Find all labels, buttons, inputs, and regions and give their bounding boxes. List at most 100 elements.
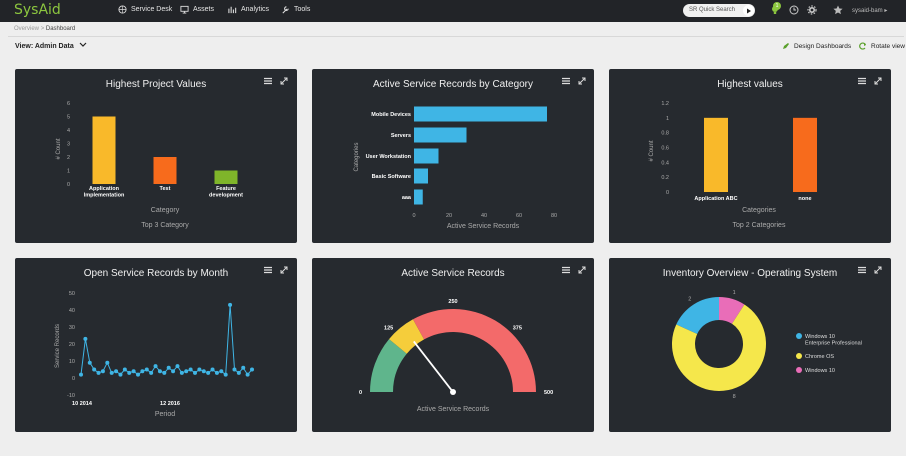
data-point — [241, 365, 246, 370]
nav-assets[interactable]: Assets — [180, 5, 214, 14]
menu-icon[interactable] — [264, 266, 272, 274]
y-tick-label: 1 — [67, 169, 70, 175]
y-tick-label: Mobile Devices — [371, 112, 411, 118]
expand-icon[interactable] — [578, 266, 586, 274]
y-tick-label: 6 — [67, 101, 70, 107]
nav-tools[interactable]: Tools — [281, 5, 310, 14]
y-axis-label: Categories — [354, 142, 360, 171]
y-tick-label: 0 — [72, 376, 75, 382]
data-point — [118, 372, 123, 377]
active-by-category-hbar-chart: Categories Active Service Records Mobile… — [354, 106, 557, 230]
data-point — [153, 364, 158, 369]
y-tick-label: 0 — [67, 182, 70, 188]
breadcrumb-overview[interactable]: Overview — [14, 26, 40, 32]
user-name: sysaid-bam — [852, 8, 883, 14]
y-tick-label: 30 — [69, 325, 75, 331]
expand-icon[interactable] — [874, 266, 882, 274]
panel-inventory-os: Inventory Overview - Operating System 2 1… — [609, 258, 891, 432]
nav-tools-label: Tools — [294, 6, 311, 13]
nav-service-desk[interactable]: Service Desk — [118, 5, 172, 14]
data-point — [219, 369, 224, 374]
view-label: View: Admin Data — [15, 43, 74, 50]
data-point — [92, 367, 97, 372]
y-tick-label: aaa — [402, 195, 412, 201]
menu-icon[interactable] — [264, 77, 272, 85]
legend-marker — [796, 353, 802, 359]
x-axis-label: Period — [155, 411, 175, 418]
menu-icon[interactable] — [562, 266, 570, 274]
bar — [214, 170, 238, 184]
data-point — [136, 372, 140, 377]
y-tick-label: 5 — [67, 115, 70, 121]
x-tick-label: 80 — [551, 213, 557, 219]
inventory-donut-chart: 2 1 8 Windows 10 Enterprise Professional Chro… — [672, 290, 862, 400]
view-selector[interactable]: View: Admin Data — [15, 42, 87, 50]
breadcrumb-current: Dashboard — [45, 26, 76, 32]
clock-icon[interactable] — [789, 5, 799, 15]
legend-marker — [796, 333, 802, 339]
nav-analytics[interactable]: Analytics — [228, 5, 269, 14]
chart-subtitle: Top 2 Categories — [733, 222, 786, 229]
data-point — [100, 369, 105, 374]
panel-active-gauge: Active Service Records Active Service Re… — [312, 258, 594, 432]
x-tick-label: 0 — [412, 213, 415, 219]
y-tick-label: User Workstation — [366, 154, 412, 160]
data-point — [197, 367, 202, 372]
play-icon — [746, 8, 751, 13]
panel-title: Highest values — [717, 79, 783, 90]
data-point — [193, 370, 197, 375]
donut-slice — [676, 297, 719, 335]
monitor-icon — [180, 5, 189, 14]
gauge-tick-label: 125 — [384, 326, 393, 332]
gear-icon[interactable] — [807, 5, 817, 15]
legend-label: Chrome OS — [805, 354, 834, 360]
rotate-view-button[interactable]: Rotate view — [859, 42, 905, 50]
expand-icon[interactable] — [874, 77, 882, 85]
data-point — [228, 302, 233, 307]
data-point — [87, 360, 92, 365]
design-dashboards-button[interactable]: Design Dashboards — [782, 42, 851, 50]
data-point — [210, 367, 215, 372]
x-tick-label: 10 2014 — [72, 401, 93, 407]
x-tick-label: Application Implementation — [84, 186, 125, 199]
menu-icon[interactable] — [858, 266, 866, 274]
expand-icon[interactable] — [280, 77, 288, 85]
data-point — [131, 369, 136, 374]
bar — [414, 168, 428, 184]
gauge-pivot — [450, 389, 456, 395]
x-tick-label: Test — [160, 186, 171, 192]
chart-subtitle: Top 3 Category — [141, 222, 189, 229]
menu-icon[interactable] — [562, 77, 570, 85]
menu-icon[interactable] — [858, 77, 866, 85]
sr-quick-search[interactable]: SR Quick Search — [683, 4, 755, 17]
data-point — [232, 367, 237, 372]
search-go-button[interactable] — [743, 5, 754, 16]
series-line — [80, 304, 253, 376]
y-tick-label: 3 — [67, 142, 70, 148]
star-icon[interactable] — [833, 5, 843, 15]
bar — [92, 116, 116, 184]
panel-title: Active Service Records by Category — [372, 79, 534, 90]
x-tick-label: 40 — [481, 213, 487, 219]
nav-service-desk-label: Service Desk — [131, 6, 173, 13]
data-point — [245, 372, 250, 377]
x-tick-label: Feature development — [209, 186, 243, 199]
panel-title: Highest Project Values — [105, 79, 207, 90]
highest-values-bar-chart: # Count Categories Top 2 Categories 0 0.2… — [649, 101, 817, 229]
data-point — [236, 370, 241, 375]
expand-icon[interactable] — [280, 266, 288, 274]
slice-value-label: 8 — [733, 394, 736, 400]
x-tick-label: Application ABC — [694, 196, 737, 202]
y-tick-label: 0 — [666, 190, 669, 196]
x-tick-label: 12 2016 — [160, 401, 180, 407]
x-tick-label: none — [798, 196, 811, 202]
panel-highest-values: Highest values # Count Categories Top 2 … — [609, 69, 891, 243]
gauge-needle — [413, 340, 454, 393]
data-point — [83, 336, 88, 341]
user-menu[interactable]: sysaid-bam ▸ — [852, 8, 888, 14]
expand-icon[interactable] — [578, 77, 586, 85]
y-axis-label: Service Records — [55, 324, 61, 368]
sysaid-logo[interactable]: SysAid — [14, 2, 61, 18]
data-point — [96, 370, 101, 375]
gauge-tick-label: 250 — [448, 299, 457, 305]
